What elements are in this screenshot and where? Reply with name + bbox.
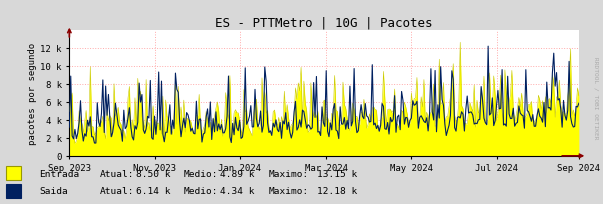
- Text: Medio:: Medio:: [184, 186, 218, 195]
- Text: 8.50 k: 8.50 k: [136, 169, 170, 178]
- Title: ES - PTTMetro | 10G | Pacotes: ES - PTTMetro | 10G | Pacotes: [215, 17, 433, 29]
- Text: 6.14 k: 6.14 k: [136, 186, 170, 195]
- Text: 13.15 k: 13.15 k: [317, 169, 357, 178]
- Text: Medio:: Medio:: [184, 169, 218, 178]
- Text: 4.89 k: 4.89 k: [220, 169, 254, 178]
- Text: RRDTOOL / TOBI OETIKER: RRDTOOL / TOBI OETIKER: [594, 57, 599, 139]
- Y-axis label: pacotes por segundo: pacotes por segundo: [28, 42, 37, 144]
- Text: 12.18 k: 12.18 k: [317, 186, 357, 195]
- Text: Atual:: Atual:: [99, 169, 134, 178]
- Text: Entrada: Entrada: [39, 169, 80, 178]
- Text: Atual:: Atual:: [99, 186, 134, 195]
- Text: 4.34 k: 4.34 k: [220, 186, 254, 195]
- Text: Maximo:: Maximo:: [268, 186, 309, 195]
- Text: Saida: Saida: [39, 186, 68, 195]
- Text: Maximo:: Maximo:: [268, 169, 309, 178]
